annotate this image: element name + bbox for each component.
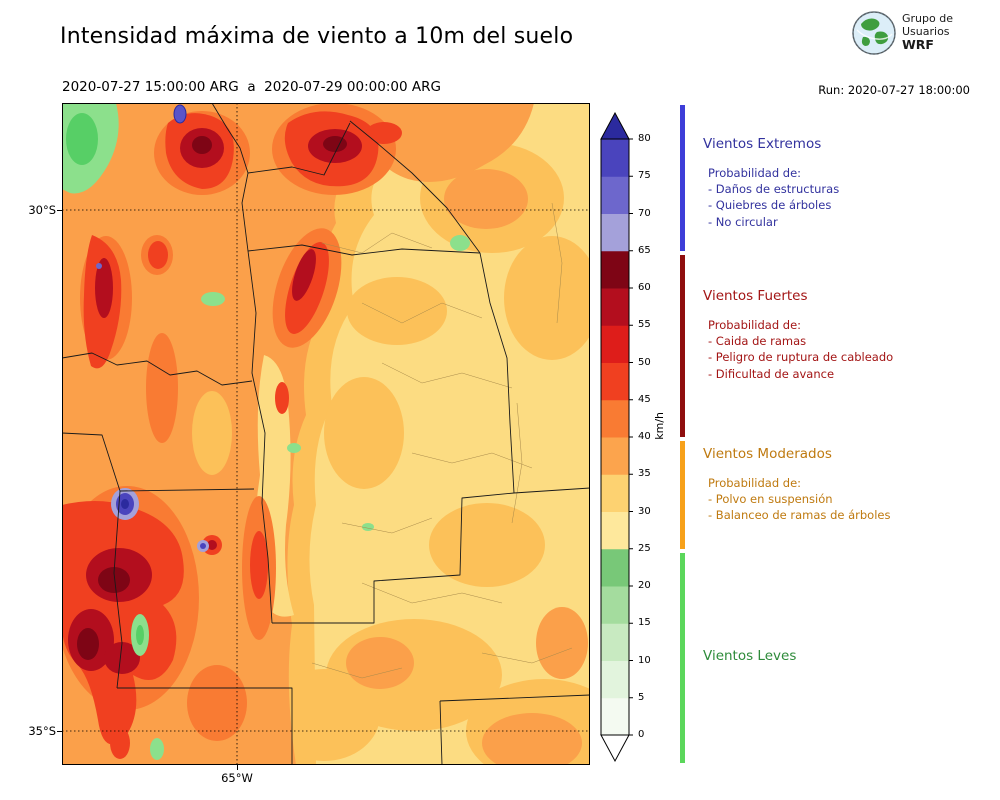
gridlines <box>62 103 590 765</box>
lat-label-35s: 35°S <box>28 724 56 738</box>
severity-bar-leves <box>680 553 685 763</box>
axis-tick-35s <box>57 731 62 732</box>
colorbar-segment <box>601 511 629 550</box>
colorbar-segment <box>601 176 629 214</box>
extreme-wind-spots <box>96 104 209 552</box>
colorbar-segment <box>601 325 629 363</box>
colorbar-tick-label: 45 <box>638 393 651 405</box>
legend-section-leves: Vientos Leves <box>703 648 988 664</box>
colorbar-segment <box>601 586 629 624</box>
valid-period-label: 2020-07-27 15:00:00 ARG a 2020-07-29 00:… <box>62 79 441 95</box>
colorbar-tick-label: 40 <box>638 431 651 442</box>
colorbar-tick-label: 20 <box>638 580 651 591</box>
wind-field-layer <box>55 103 622 783</box>
legend-item: - Balanceo de ramas de árboles <box>708 508 891 523</box>
severity-bar-extremos <box>680 105 685 251</box>
legend-body-moderados: Probabilidad de: - Polvo en suspensión -… <box>703 475 988 524</box>
green-calm-patches <box>62 103 470 760</box>
logo-text-wrf: WRF <box>902 37 934 52</box>
colorbar-segment <box>601 548 629 587</box>
logo-text-line2: Usuarios <box>902 25 950 38</box>
legend-title-extremos: Vientos Extremos <box>703 136 822 152</box>
colorbar-segment <box>601 288 629 326</box>
legend-section-fuertes: Vientos Fuertes Probabilidad de: - Caida… <box>703 288 988 382</box>
colorbar-segment <box>601 139 629 177</box>
colorbar-tick-label: 35 <box>638 468 651 480</box>
logo-text: Grupo de Usuarios WRF <box>902 12 953 51</box>
logo-text-line1: Grupo de <box>902 12 953 25</box>
legend-intro: Probabilidad de: <box>708 166 802 180</box>
colorbar-tick-label: 65 <box>638 244 651 256</box>
model-run-label: Run: 2020-07-27 18:00:00 <box>818 83 970 97</box>
colorbar-segment <box>601 660 629 699</box>
colorbar-tick-label: 80 <box>638 133 651 144</box>
legend-item: - Caida de ramas <box>708 334 807 349</box>
map-frame <box>62 103 590 765</box>
colorbar-segment <box>601 362 629 401</box>
legend-item: - No circular <box>708 214 778 229</box>
legend-section-moderados: Vientos Moderados Probabilidad de: - Pol… <box>703 446 988 524</box>
axis-tick-30s <box>57 210 62 211</box>
colorbar-tick-label: 60 <box>638 282 651 293</box>
colorbar-segment <box>601 437 629 475</box>
legend-body-fuertes: Probabilidad de: - Caida de ramas - Peli… <box>703 317 988 382</box>
colorbar-segment <box>601 213 629 252</box>
legend-intro: Probabilidad de: <box>708 476 802 490</box>
colorbar-segment <box>601 697 629 736</box>
colorbar-over-arrow <box>600 112 630 140</box>
colorbar-tick-label: 30 <box>638 505 651 517</box>
colorbar-tick-label: 55 <box>638 319 651 331</box>
colorbar-segment <box>601 623 629 661</box>
wind-intensity-map <box>55 102 622 783</box>
colorbar-tick-label: 15 <box>638 617 651 629</box>
colorbar-tick-label: 50 <box>638 356 651 368</box>
colorbar-tick-label: 25 <box>638 542 651 554</box>
legend-item: - Dificultad de avance <box>708 366 835 381</box>
colorbar-tick-label: 75 <box>638 170 651 182</box>
colorbar-segment <box>601 474 629 512</box>
colorbar-unit-label: km/h <box>653 412 666 440</box>
map-panel <box>55 102 622 783</box>
legend-item: - Polvo en suspensión <box>708 492 833 507</box>
colorbar <box>600 112 633 763</box>
legend-item: - Daños de estructuras <box>708 182 840 197</box>
page-title: Intensidad máxima de viento a 10m del su… <box>60 24 574 49</box>
colorbar-tick-label: 70 <box>638 207 651 219</box>
legend-intro: Probabilidad de: <box>708 318 802 332</box>
legend-item: - Quiebres de árboles <box>708 198 832 213</box>
lon-label-65w: 65°W <box>221 771 253 785</box>
wrf-users-group-logo <box>851 10 897 56</box>
axis-tick-65w <box>237 765 238 770</box>
globe-icon <box>852 11 896 55</box>
colorbar-tick-label: 10 <box>638 654 651 666</box>
colorbar-segment <box>601 399 629 438</box>
colorbar-tick-label: 5 <box>638 691 645 703</box>
legend-body-extremos: Probabilidad de: - Daños de estructuras … <box>703 165 988 230</box>
severity-bar-fuertes <box>680 255 685 437</box>
province-boundaries <box>61 102 591 766</box>
severity-bar-moderados <box>680 441 685 549</box>
legend-title-moderados: Vientos Moderados <box>703 446 832 462</box>
lat-label-30s: 30°S <box>28 203 56 217</box>
legend-section-extremos: Vientos Extremos Probabilidad de: - Daño… <box>703 136 988 230</box>
colorbar-tick-label: 0 <box>638 729 645 740</box>
legend-title-leves: Vientos Leves <box>703 648 797 664</box>
legend-item: - Peligro de ruptura de cableado <box>708 350 894 365</box>
colorbar-segment <box>601 250 629 289</box>
legend-title-fuertes: Vientos Fuertes <box>703 288 808 304</box>
colorbar-under-arrow <box>600 734 630 763</box>
